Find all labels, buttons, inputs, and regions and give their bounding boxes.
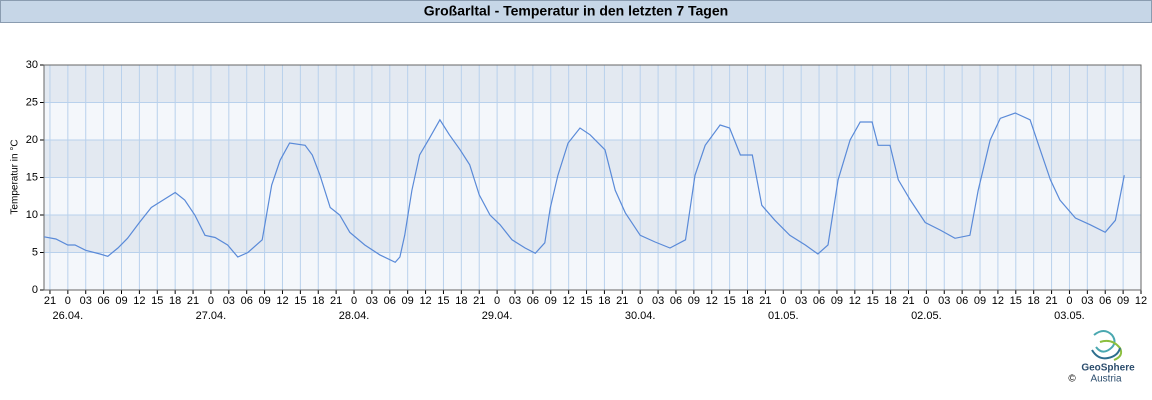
logo-name: GeoSphere: [1081, 363, 1135, 374]
x-tick-label: 09: [258, 295, 270, 307]
y-tick-label: 5: [32, 246, 38, 258]
plot-frame: [43, 64, 1142, 291]
x-tick-label: 09: [545, 295, 557, 307]
date-label: 26.04.: [53, 310, 84, 322]
date-label: 30.04.: [625, 310, 656, 322]
x-tick-label: 06: [97, 295, 109, 307]
plot-band: [44, 65, 1141, 103]
date-label: 02.05.: [911, 310, 942, 322]
date-label: 03.05.: [1054, 310, 1085, 322]
x-tick-label: 03: [509, 295, 521, 307]
x-tick-label: 18: [884, 295, 896, 307]
x-tick-label: 09: [831, 295, 843, 307]
x-tick-label: 21: [616, 295, 628, 307]
x-tick-label: 15: [151, 295, 163, 307]
logo: GeoSphere Austria ©: [1068, 330, 1135, 385]
x-tick-label: 0: [1066, 295, 1072, 307]
x-tick-label: 12: [849, 295, 861, 307]
x-tick-label: 12: [992, 295, 1004, 307]
x-tick-label: 12: [563, 295, 575, 307]
x-tick-label: 18: [741, 295, 753, 307]
x-tick-label: 0: [637, 295, 643, 307]
x-tick-label: 09: [402, 295, 414, 307]
temperature-line: [43, 112, 1125, 264]
x-tick-label: 06: [813, 295, 825, 307]
x-tick-label: 0: [780, 295, 786, 307]
date-label: 27.04.: [196, 310, 227, 322]
x-tick-label: 15: [580, 295, 592, 307]
x-tick-label: 21: [187, 295, 199, 307]
x-tick-label: 09: [974, 295, 986, 307]
x-tick-label: 15: [294, 295, 306, 307]
copyright: ©: [1068, 374, 1076, 385]
x-tick-label: 06: [670, 295, 682, 307]
x-tick-label: 15: [867, 295, 879, 307]
x-tick-label: 21: [473, 295, 485, 307]
y-tick-label: 30: [26, 59, 38, 71]
x-tick-label: 03: [366, 295, 378, 307]
x-tick-label: 21: [44, 295, 56, 307]
x-tick-label: 03: [652, 295, 664, 307]
x-tick-label: 0: [923, 295, 929, 307]
x-tick-label: 15: [437, 295, 449, 307]
plot-band: [44, 140, 1141, 178]
x-tick-label: 18: [455, 295, 467, 307]
x-tick-label: 03: [938, 295, 950, 307]
x-tick-label: 12: [706, 295, 718, 307]
x-tick-label: 06: [241, 295, 253, 307]
x-tick-label: 18: [169, 295, 181, 307]
x-tick-label: 0: [494, 295, 500, 307]
x-tick-label: 03: [795, 295, 807, 307]
x-tick-label: 12: [276, 295, 288, 307]
x-tick-label: 15: [1010, 295, 1022, 307]
x-tick-label: 09: [1117, 295, 1129, 307]
x-tick-label: 0: [351, 295, 357, 307]
x-tick-label: 18: [598, 295, 610, 307]
x-tick-label: 06: [527, 295, 539, 307]
date-label: 29.04.: [482, 310, 513, 322]
y-tick-label: 15: [26, 171, 38, 183]
y-tick-label: 10: [26, 209, 38, 221]
x-tick-label: 06: [384, 295, 396, 307]
x-tick-label: 03: [80, 295, 92, 307]
x-tick-label: 03: [1081, 295, 1093, 307]
x-tick-label: 06: [956, 295, 968, 307]
y-tick-label: 20: [26, 134, 38, 146]
x-tick-label: 12: [419, 295, 431, 307]
x-tick-label: 06: [1099, 295, 1111, 307]
x-tick-label: 0: [65, 295, 71, 307]
x-tick-label: 09: [115, 295, 127, 307]
logo-subtitle: Austria: [1090, 374, 1122, 385]
x-tick-label: 15: [724, 295, 736, 307]
y-tick-label: 0: [32, 284, 38, 296]
x-tick-label: 21: [902, 295, 914, 307]
x-tick-label: 21: [330, 295, 342, 307]
x-tick-label: 09: [688, 295, 700, 307]
x-tick-label: 12: [133, 295, 145, 307]
logo-swirl: [1091, 347, 1121, 360]
date-label: 28.04.: [339, 310, 370, 322]
x-tick-label: 0: [208, 295, 214, 307]
x-tick-label: 18: [312, 295, 324, 307]
x-tick-label: 03: [223, 295, 235, 307]
y-axis-label: Temperatur in °C: [10, 139, 21, 214]
x-tick-label: 12: [1135, 295, 1147, 307]
x-tick-label: 21: [759, 295, 771, 307]
x-tick-label: 18: [1028, 295, 1040, 307]
chart-title: Großarltal - Temperatur in den letzten 7…: [424, 3, 728, 19]
date-label: 01.05.: [768, 310, 799, 322]
x-tick-label: 21: [1045, 295, 1057, 307]
plot-band: [44, 215, 1141, 253]
y-tick-label: 25: [26, 96, 38, 108]
